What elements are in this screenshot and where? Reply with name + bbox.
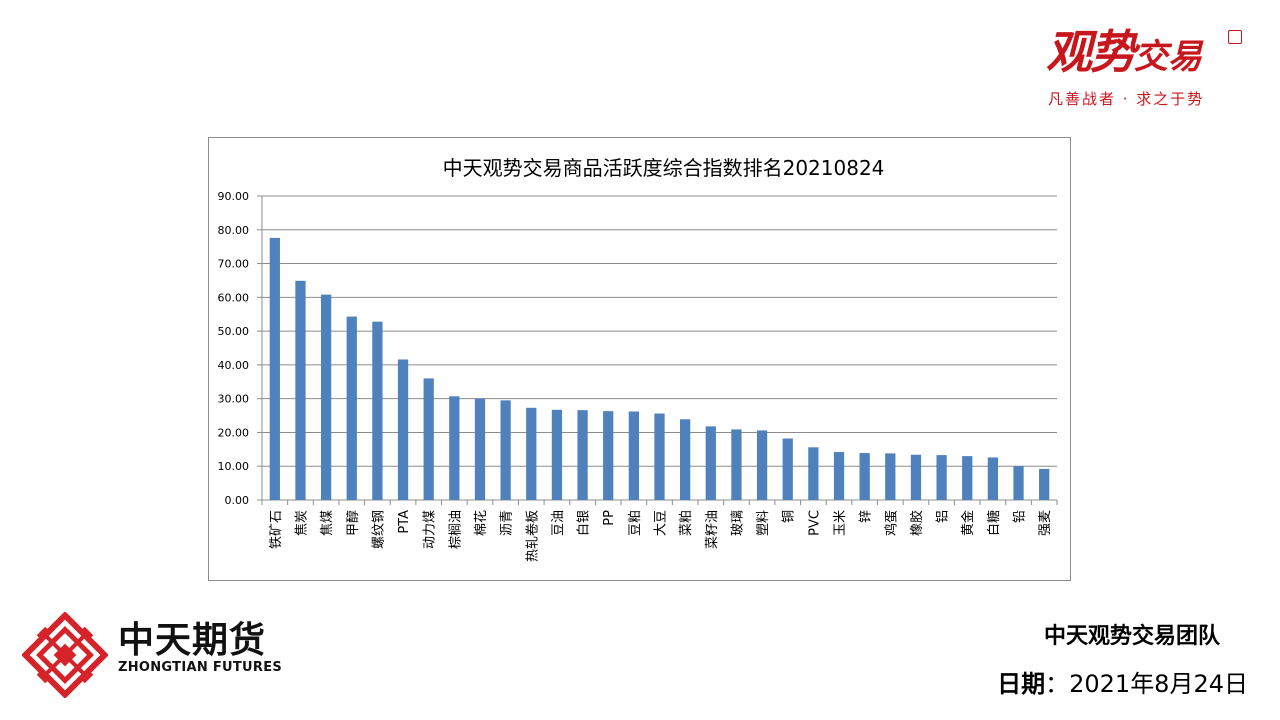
bar bbox=[577, 410, 588, 500]
chart-frame: 中天观势交易商品活跃度综合指数排名20210824 0.00 10.00 20.00 3… bbox=[208, 137, 1071, 581]
brand-logo: 观势交易 bbox=[1046, 25, 1202, 79]
x-tick-label: 强麦 bbox=[1038, 510, 1053, 536]
bar bbox=[833, 452, 845, 500]
y-tick-label: 30.00 bbox=[218, 393, 250, 406]
x-tick-label: 甲醇 bbox=[345, 510, 361, 536]
bar bbox=[346, 316, 357, 500]
x-tick-label: 玉米 bbox=[833, 510, 848, 536]
x-tick-label: 棕榈油 bbox=[448, 510, 463, 549]
bar-chart: 中天观势交易商品活跃度综合指数排名20210824 0.00 10.00 20.00 3… bbox=[218, 156, 1058, 562]
x-tick-label: 焦炭 bbox=[294, 510, 309, 536]
company-knot-icon bbox=[22, 612, 108, 698]
company-name: 中天期货 bbox=[118, 620, 267, 661]
bar bbox=[731, 429, 742, 500]
date-separator: ： bbox=[1045, 670, 1070, 698]
bar bbox=[295, 280, 306, 500]
bar bbox=[474, 398, 486, 500]
bar bbox=[782, 438, 793, 500]
x-tick-label: 菜籽油 bbox=[705, 510, 720, 549]
bar bbox=[808, 447, 819, 500]
x-tick-label: PVC bbox=[807, 510, 822, 536]
x-tick-label: PTA bbox=[397, 510, 412, 534]
y-tick-label: 80.00 bbox=[218, 224, 250, 237]
x-tick-label: 铜 bbox=[782, 510, 797, 523]
x-tick-label: 豆油 bbox=[551, 510, 566, 536]
bar bbox=[423, 378, 434, 500]
x-tick-label: 鸡蛋 bbox=[883, 510, 899, 536]
bar bbox=[628, 411, 639, 500]
bar bbox=[859, 453, 870, 500]
brand-logo-block: 观势交易 凡善战者 · 求之于势 bbox=[1040, 22, 1250, 112]
bar bbox=[705, 426, 716, 500]
bar bbox=[1039, 468, 1050, 500]
x-tick-label: 铝 bbox=[936, 510, 951, 523]
x-tick-label: 塑料 bbox=[756, 510, 771, 536]
bar bbox=[962, 456, 973, 500]
bar bbox=[449, 396, 460, 500]
date-line: 日期：2021年8月24日 bbox=[997, 664, 1248, 699]
y-tick-label: 20.00 bbox=[218, 426, 250, 439]
bar bbox=[936, 455, 947, 500]
bar bbox=[603, 411, 614, 500]
date-value: 2021年8月24日 bbox=[1069, 670, 1248, 698]
bar bbox=[654, 413, 665, 500]
company-name-en: ZHONGTIAN FUTURES bbox=[118, 660, 283, 675]
bar bbox=[910, 454, 922, 500]
y-tick-label: 90.00 bbox=[218, 190, 250, 203]
y-tick-label: 70.00 bbox=[218, 258, 250, 271]
bar bbox=[551, 409, 563, 500]
x-tick-label: 白银 bbox=[576, 510, 592, 536]
y-tick-label: 50.00 bbox=[218, 325, 250, 338]
bar bbox=[372, 321, 383, 500]
x-tick-label: 铅 bbox=[1013, 510, 1028, 523]
x-tick-label: 橡胶 bbox=[909, 510, 925, 536]
x-tick-label: 棉花 bbox=[473, 510, 489, 536]
bar bbox=[397, 359, 409, 500]
x-tick-label: 沥青 bbox=[500, 510, 515, 536]
company-logo-block: 中天期货 ZHONGTIAN FUTURES bbox=[22, 612, 282, 702]
y-tick-label: 10.00 bbox=[218, 460, 250, 473]
y-tick-label: 60.00 bbox=[218, 291, 250, 304]
bar bbox=[756, 430, 768, 500]
x-tick-label: 菜粕 bbox=[679, 510, 694, 536]
x-tick-label: 大豆 bbox=[654, 510, 669, 536]
x-tick-label: 螺纹钢 bbox=[371, 510, 386, 549]
x-tick-label: 黄金 bbox=[960, 510, 976, 536]
bar bbox=[526, 407, 537, 500]
x-tick-label: 铁矿石 bbox=[269, 510, 284, 549]
x-tick-label: 豆粕 bbox=[628, 510, 643, 536]
x-tick-label: 热轧卷板 bbox=[524, 510, 540, 562]
y-tick-label: 0.00 bbox=[225, 494, 250, 507]
x-tick-label: PP bbox=[602, 510, 617, 526]
bar bbox=[500, 400, 511, 500]
x-tick-label: 动力煤 bbox=[423, 510, 438, 549]
brand-seal-icon bbox=[1228, 30, 1242, 44]
chart-title: 中天观势交易商品活跃度综合指数排名20210824 bbox=[443, 156, 885, 180]
bar bbox=[680, 419, 691, 500]
date-label: 日期 bbox=[997, 670, 1046, 698]
x-tick-label: 焦煤 bbox=[320, 510, 335, 536]
bar bbox=[320, 294, 332, 500]
bar bbox=[269, 237, 280, 500]
bar bbox=[885, 453, 896, 500]
bar bbox=[1013, 466, 1024, 500]
x-tick-label: 锌 bbox=[859, 510, 874, 523]
team-name: 中天观势交易团队 bbox=[1043, 624, 1220, 649]
bar bbox=[987, 457, 999, 500]
x-tick-label: 玻璃 bbox=[730, 510, 745, 536]
brand-tagline: 凡善战者 · 求之于势 bbox=[1048, 90, 1205, 108]
x-tick-label: 白糖 bbox=[986, 510, 1002, 536]
y-tick-label: 40.00 bbox=[218, 359, 250, 372]
